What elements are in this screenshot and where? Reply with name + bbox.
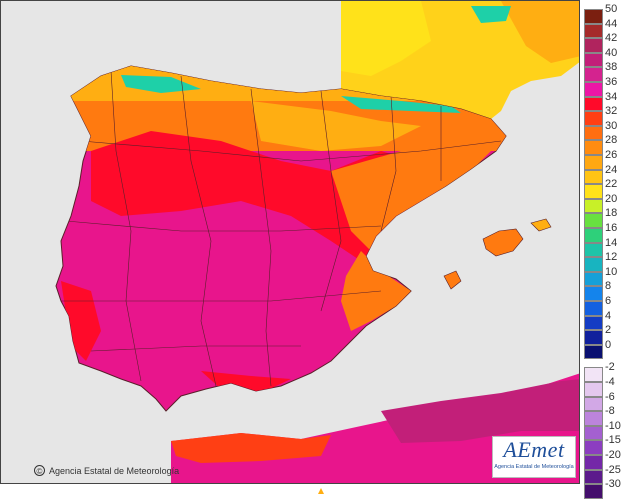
- legend-label: 4: [605, 309, 612, 322]
- legend-label: 2: [605, 324, 612, 337]
- legend-swatch: [584, 286, 603, 301]
- legend-swatch: [584, 198, 603, 214]
- legend-swatch: [584, 82, 603, 97]
- credit-text: Agencia Estatal de Meteorología: [49, 465, 180, 476]
- legend-label: 12: [605, 251, 618, 264]
- legend-label: -25: [605, 463, 621, 476]
- legend-swatch: [584, 184, 603, 199]
- legend-label: -20: [605, 449, 621, 461]
- legend-swatch: [584, 242, 603, 258]
- legend-label: -30: [605, 478, 621, 491]
- legend-label: 6: [605, 295, 612, 307]
- legend-label: 18: [605, 207, 618, 220]
- legend-label: 16: [605, 222, 618, 234]
- legend-swatch: [584, 67, 603, 82]
- legend-label: -6: [605, 390, 615, 403]
- legend-label: 40: [605, 46, 618, 59]
- legend-swatch: [584, 23, 603, 39]
- legend-swatch: [584, 425, 603, 441]
- legend-swatch: [584, 38, 603, 53]
- legend-swatch: [584, 382, 603, 397]
- aemet-logo: AEmet Agencia Estatal de Meteorología: [492, 436, 576, 478]
- legend-swatch: [584, 315, 603, 331]
- legend-label: 44: [605, 17, 618, 30]
- legend-swatch: [584, 344, 603, 360]
- legend-swatch: [584, 169, 603, 185]
- temperature-legend: 50 44 42 40 38 36 34 32 30 28 26 24 22 20 18 16 14 12 10 8 6…: [584, 4, 630, 499]
- legend-swatch: [584, 111, 603, 126]
- legend-label: 32: [605, 105, 618, 118]
- legend-label: 28: [605, 134, 618, 147]
- legend-swatch: [584, 301, 603, 316]
- legend-label: 50: [605, 3, 618, 15]
- balearic-islands: [443, 218, 552, 290]
- legend-label: -15: [605, 434, 621, 447]
- africa-landmass: [171, 373, 579, 483]
- legend-label: 8: [605, 280, 612, 293]
- legend-label: 38: [605, 61, 618, 74]
- legend-swatch: [584, 155, 603, 170]
- legend-label: 14: [605, 236, 618, 249]
- legend-swatch: [584, 271, 603, 287]
- france-landmass: [341, 1, 579, 119]
- copyright-icon: ©: [34, 465, 45, 476]
- legend-swatch: [584, 228, 603, 243]
- legend-swatch: [584, 484, 603, 499]
- legend-label: 42: [605, 32, 618, 45]
- legend-label: 24: [605, 163, 618, 176]
- legend-label: -8: [605, 405, 615, 418]
- legend-label: 0: [605, 338, 612, 351]
- legend-label: 30: [605, 119, 618, 132]
- legend-label: 22: [605, 178, 618, 191]
- legend-swatch: [584, 125, 603, 141]
- logo-mark: AEmet: [503, 437, 565, 462]
- copyright-credit: © Agencia Estatal de Meteorología: [34, 465, 179, 476]
- legend-label: -2: [605, 361, 615, 374]
- legend-swatch: [584, 213, 603, 228]
- legend-swatch: [584, 257, 603, 272]
- legend-label: 36: [605, 76, 618, 88]
- legend-swatch: [584, 455, 603, 470]
- legend-swatch: [584, 330, 603, 345]
- logo-subtitle: Agencia Estatal de Meteorología: [494, 464, 574, 470]
- legend-swatch: [584, 9, 603, 24]
- legend-label: -10: [605, 419, 621, 432]
- legend-swatch: [584, 140, 603, 155]
- legend-swatch: [584, 469, 603, 485]
- legend-swatch: [584, 52, 603, 68]
- legend-swatch: [584, 396, 603, 412]
- legend-label: 34: [605, 90, 618, 103]
- legend-swatch: [584, 440, 603, 455]
- legend-swatch: [584, 367, 603, 382]
- legend-label: -4: [605, 376, 615, 388]
- legend-label: 26: [605, 149, 618, 161]
- legend-swatch: [584, 96, 603, 112]
- legend-label: 10: [605, 265, 618, 278]
- legend-label: 20: [605, 192, 618, 205]
- bottom-tick-mark: [318, 488, 324, 494]
- temperature-map: [0, 0, 580, 484]
- legend-swatch: [584, 411, 603, 426]
